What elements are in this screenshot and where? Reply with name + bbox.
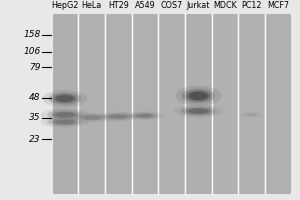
Ellipse shape: [186, 91, 210, 101]
Text: 23: 23: [29, 135, 40, 144]
Ellipse shape: [80, 115, 103, 120]
Ellipse shape: [47, 118, 82, 126]
Ellipse shape: [135, 113, 155, 118]
Ellipse shape: [182, 89, 215, 103]
Text: MDCK: MDCK: [213, 1, 237, 10]
Text: COS7: COS7: [160, 1, 183, 10]
Ellipse shape: [55, 120, 74, 124]
Text: 79: 79: [29, 63, 40, 72]
Bar: [52, 14, 291, 194]
Text: Jurkat: Jurkat: [187, 1, 210, 10]
Ellipse shape: [49, 92, 81, 105]
Text: HeLa: HeLa: [81, 1, 102, 10]
Ellipse shape: [247, 113, 256, 116]
Ellipse shape: [42, 90, 87, 107]
Ellipse shape: [76, 114, 107, 121]
Ellipse shape: [103, 113, 133, 120]
Ellipse shape: [53, 94, 76, 103]
Ellipse shape: [174, 105, 223, 118]
Ellipse shape: [40, 108, 89, 121]
Ellipse shape: [246, 113, 257, 117]
Bar: [239, 14, 264, 194]
Text: 158: 158: [23, 30, 40, 39]
Ellipse shape: [189, 92, 208, 100]
Ellipse shape: [52, 119, 77, 125]
Bar: [186, 14, 211, 194]
Bar: [159, 14, 184, 194]
Ellipse shape: [47, 110, 82, 119]
Ellipse shape: [189, 109, 208, 114]
Bar: [213, 14, 237, 194]
Ellipse shape: [244, 112, 260, 117]
Ellipse shape: [131, 112, 158, 119]
Bar: [52, 14, 77, 194]
Ellipse shape: [52, 112, 77, 118]
Bar: [106, 14, 130, 194]
Ellipse shape: [110, 115, 127, 119]
Text: 48: 48: [29, 93, 40, 102]
Ellipse shape: [137, 114, 152, 117]
Ellipse shape: [98, 112, 139, 122]
Ellipse shape: [107, 114, 129, 119]
Text: HepG2: HepG2: [51, 1, 79, 10]
Ellipse shape: [126, 111, 164, 120]
Ellipse shape: [40, 116, 89, 128]
Text: PC12: PC12: [242, 1, 262, 10]
Text: A549: A549: [134, 1, 155, 10]
Text: 35: 35: [29, 113, 40, 122]
Bar: [266, 14, 291, 194]
Text: HT29: HT29: [108, 1, 129, 10]
Text: 106: 106: [23, 47, 40, 56]
Ellipse shape: [241, 111, 263, 118]
Ellipse shape: [175, 86, 222, 106]
Ellipse shape: [56, 95, 74, 102]
Ellipse shape: [83, 116, 100, 119]
Bar: [79, 14, 104, 194]
Ellipse shape: [181, 107, 216, 116]
Bar: [133, 14, 157, 194]
Ellipse shape: [70, 113, 113, 122]
Ellipse shape: [186, 108, 211, 114]
Ellipse shape: [55, 112, 74, 117]
Text: MCF7: MCF7: [267, 1, 290, 10]
